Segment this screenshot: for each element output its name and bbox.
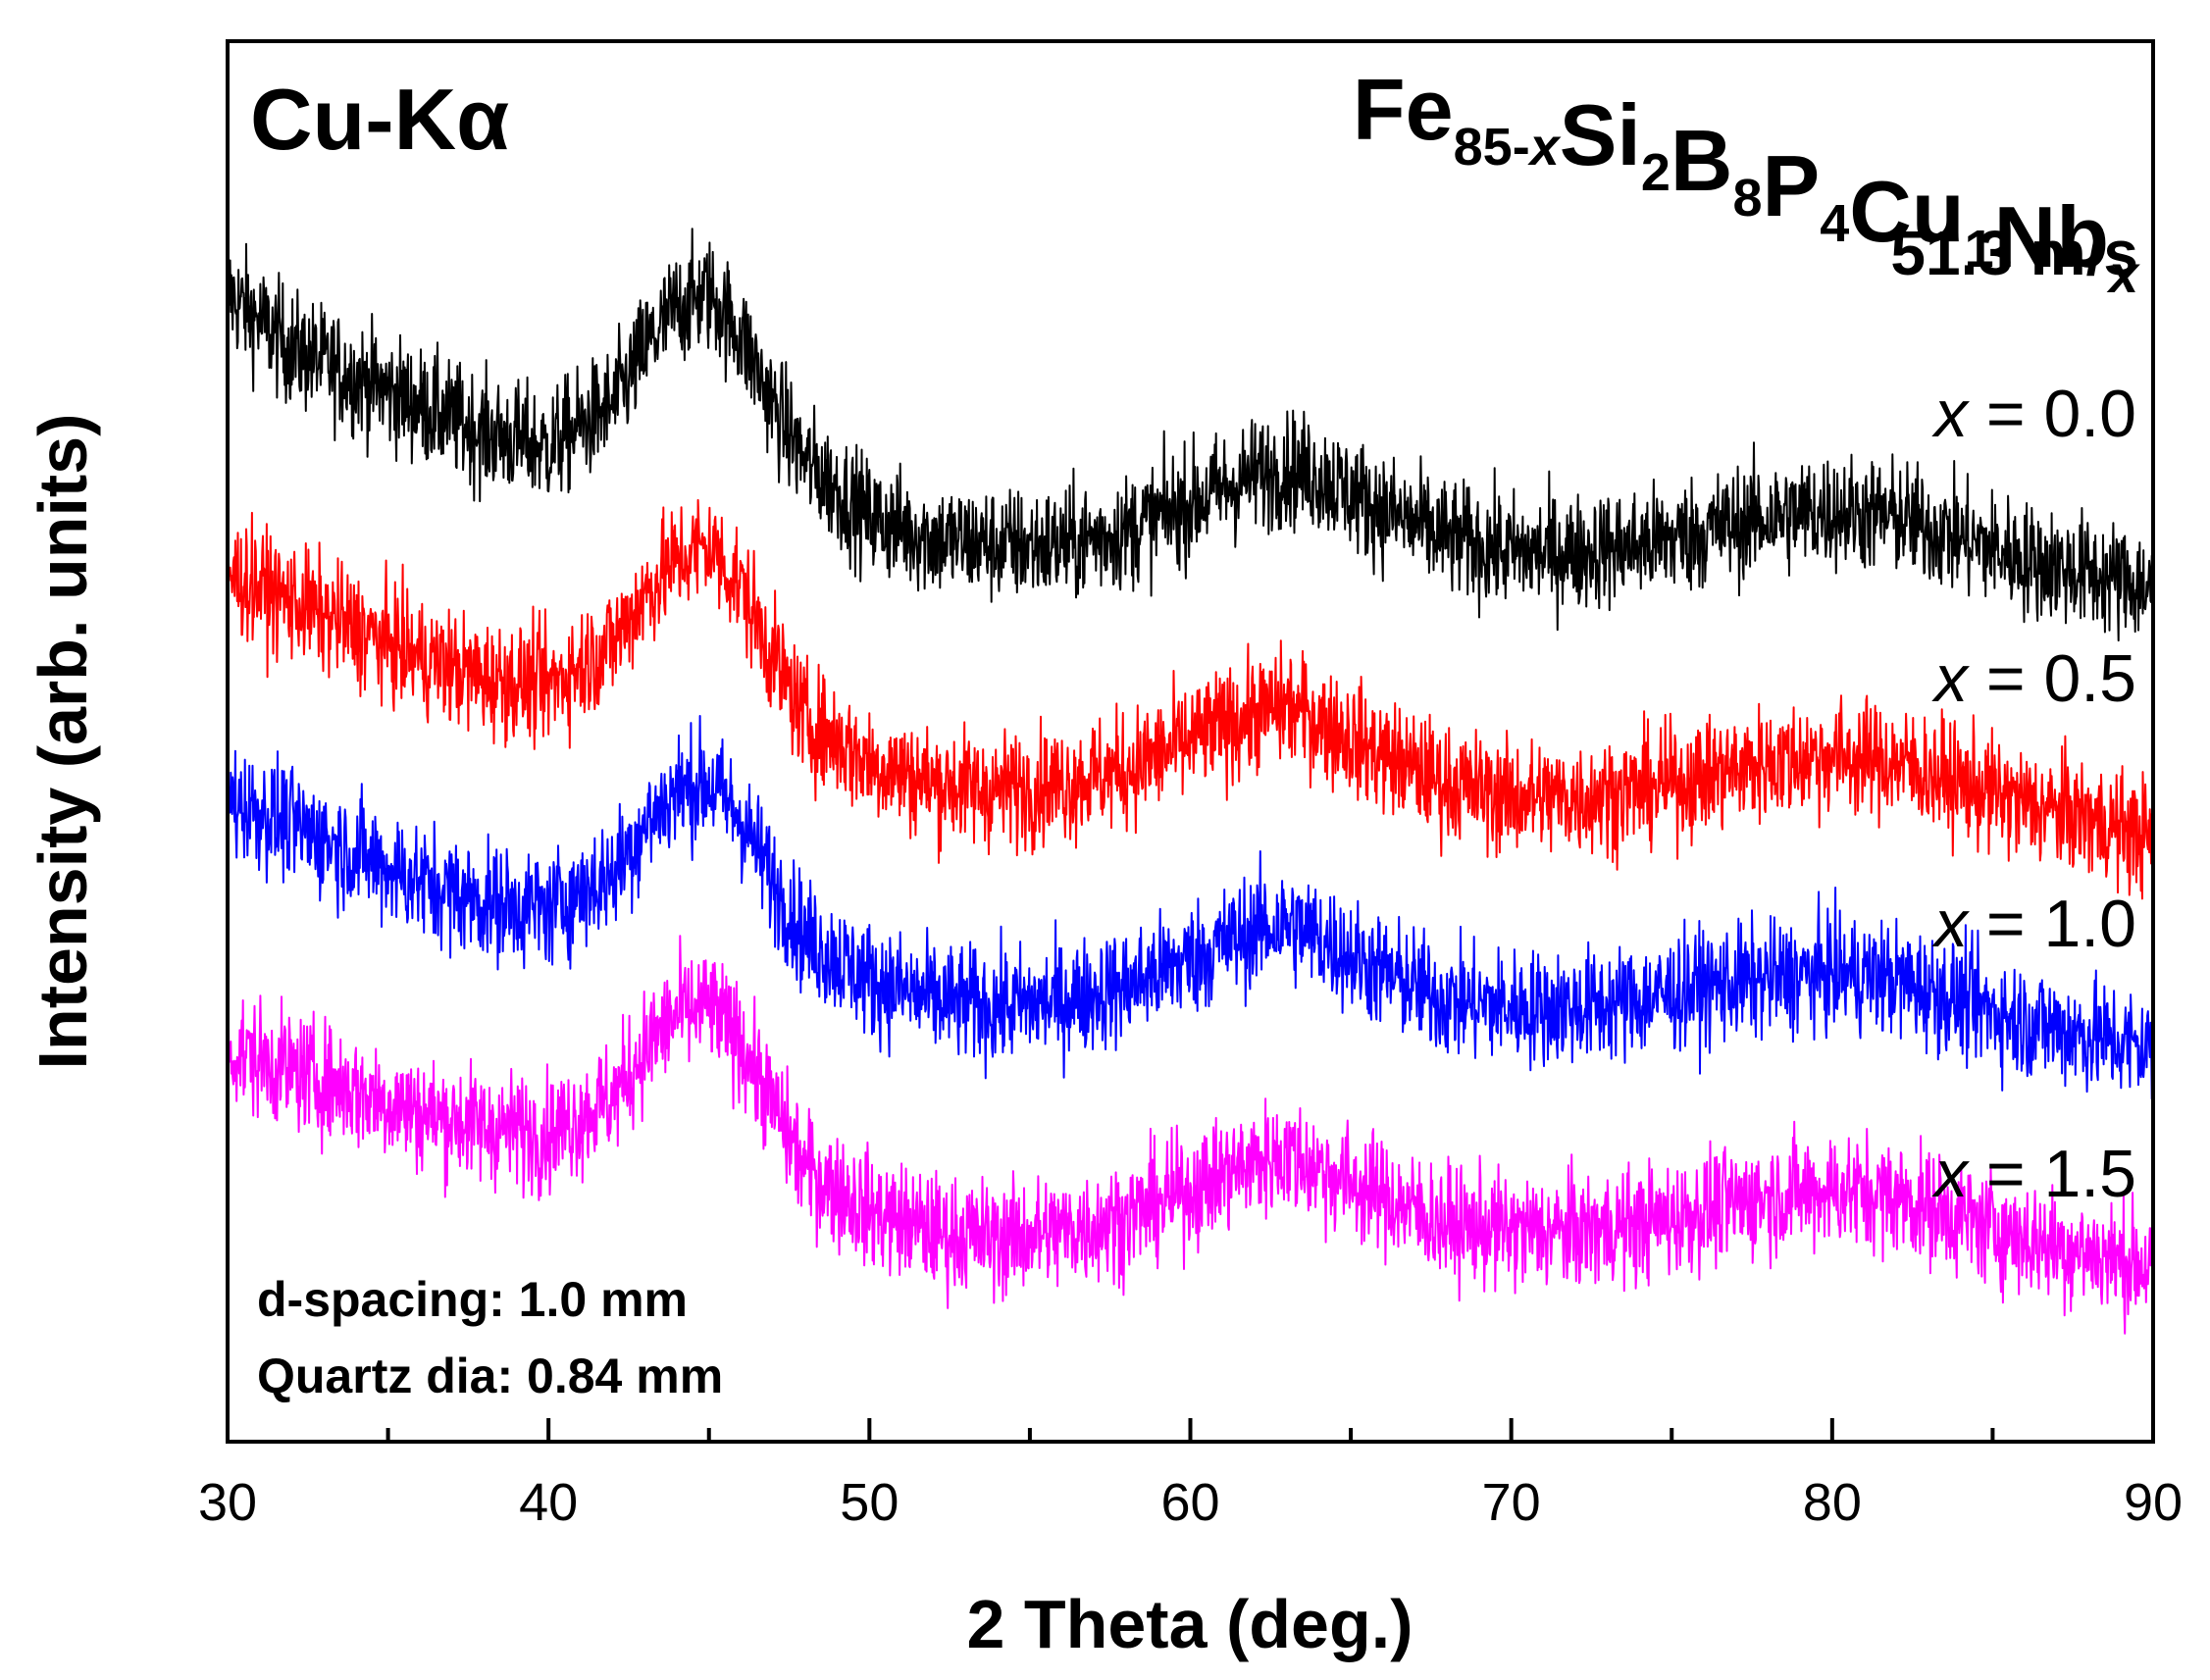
x-tick-label-60: 60 <box>1160 1473 1219 1532</box>
x-tick-label-70: 70 <box>1482 1473 1541 1532</box>
x-axis-title: 2 Theta (deg.) <box>966 1586 1413 1662</box>
note-d-spacing: d-spacing: 1.0 mm <box>257 1272 688 1327</box>
radiation-label: Cu-Kα <box>250 71 509 168</box>
y-axis-title: Intensity (arb. units) <box>25 414 101 1070</box>
series-label-0: x = 0.0 <box>1931 377 2136 451</box>
series-label-1: x = 0.5 <box>1931 641 2136 716</box>
x-tick-label-40: 40 <box>519 1473 578 1532</box>
wheel-speed-label: 51.3 m/s <box>1890 218 2138 288</box>
x-axis-tick-labels: 30 40 50 60 70 80 90 <box>198 1473 2183 1532</box>
series-layer <box>227 228 2154 1335</box>
x-tick-label-80: 80 <box>1803 1473 1862 1532</box>
composition-formula: Fe85-xSi2B8P4Cu1Nbx <box>1353 61 2140 304</box>
x-tick-label-50: 50 <box>840 1473 899 1532</box>
note-quartz-diameter: Quartz dia: 0.84 mm <box>257 1349 723 1403</box>
x-tick-label-90: 90 <box>2124 1473 2183 1532</box>
series-line-3 <box>227 935 2154 1335</box>
x-axis-ticks <box>226 1418 2155 1442</box>
series-label-3: x = 1.5 <box>1931 1137 2136 1211</box>
series-labels: x = 0.0 x = 0.5 x = 1.0 x = 1.5 <box>1931 377 2136 1211</box>
series-line-1 <box>227 498 2154 900</box>
series-label-2: x = 1.0 <box>1931 887 2136 961</box>
series-line-0 <box>227 228 2154 642</box>
series-line-2 <box>227 715 2154 1100</box>
x-tick-label-30: 30 <box>198 1473 257 1532</box>
